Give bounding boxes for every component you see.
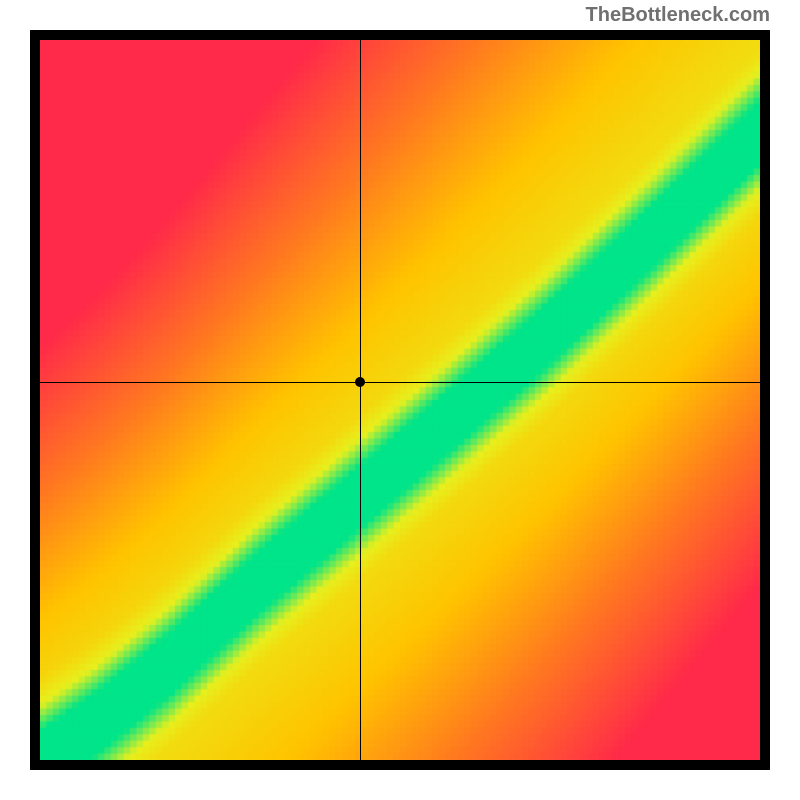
crosshair-marker: [355, 377, 365, 387]
crosshair-vertical: [360, 40, 361, 760]
heatmap-canvas: [40, 40, 760, 760]
watermark-text: TheBottleneck.com: [586, 4, 770, 27]
crosshair-horizontal: [40, 382, 760, 383]
plot-inner: [40, 40, 760, 760]
plot-outer-frame: [30, 30, 770, 770]
chart-container: TheBottleneck.com: [0, 0, 800, 800]
